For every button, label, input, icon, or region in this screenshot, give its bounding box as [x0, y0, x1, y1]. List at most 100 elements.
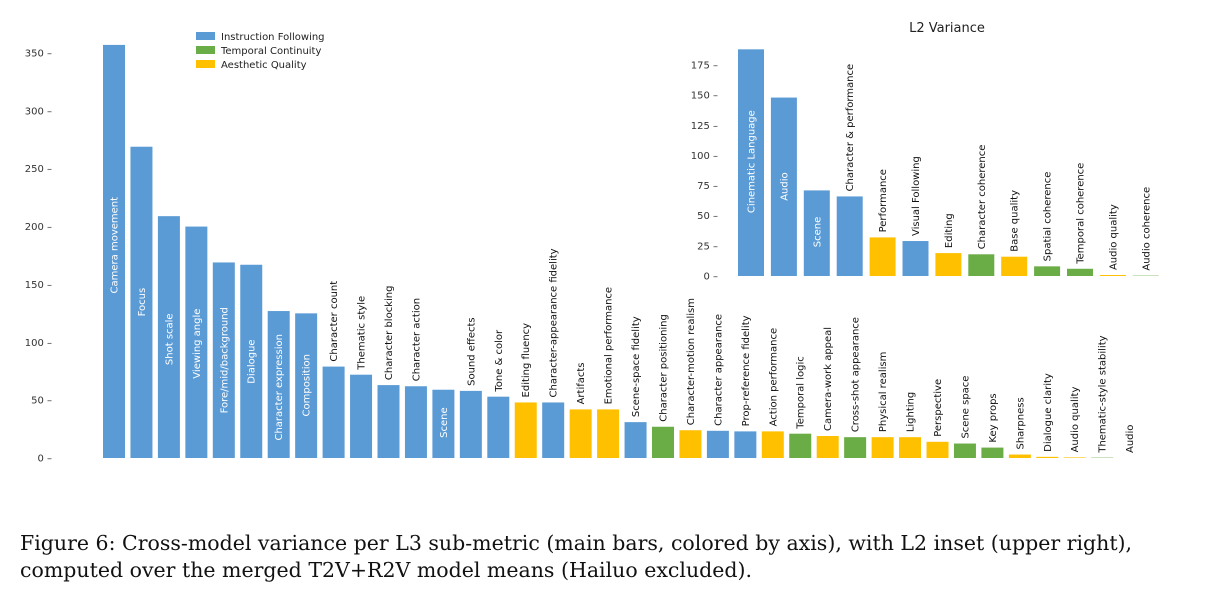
main-bar-character-positioning [652, 426, 674, 458]
main-ytick-label: 200 – [25, 222, 52, 233]
main-ytick-label: 150 – [25, 280, 52, 291]
main-bar-cross-shot-appearance [844, 437, 867, 458]
main-bar-composition [295, 313, 318, 458]
main-bar-label: Thematic-style stability [1098, 335, 1109, 453]
main-bar-label: Character action [411, 298, 422, 381]
inset-ytick-label: 125 – [691, 121, 718, 132]
main-bar-label: Cross-shot appearance [851, 317, 862, 432]
main-bar-label: Scene-space fidelity [631, 316, 642, 417]
inset-ytick-label: 150 – [691, 91, 718, 102]
legend-label-temporal-continuity: Temporal Continuity [220, 46, 321, 57]
main-bar-character-expression [267, 311, 290, 458]
inset-ytick-label: 50 – [697, 211, 718, 222]
inset-bar-label: Visual Following [911, 156, 922, 236]
inset-ytick-label: 175 – [691, 61, 718, 72]
main-bar-chart: 0 – 50 – 100 – 150 – 200 – 250 – 300 – 350 – Cam… [25, 44, 1136, 465]
figure-caption: Figure 6: Cross-model variance per L3 su… [20, 531, 1133, 582]
inset-ytick-label: 0 – [703, 272, 718, 283]
main-bar-label: Fore/mid/background [219, 307, 230, 413]
main-bar-label: Focus [137, 288, 148, 317]
main-bar-fore-mid-background [212, 262, 235, 458]
main-bar-label: Prop-reference fidelity [741, 315, 752, 426]
l2-inset-chart: L2 Variance 0 – 25 – 50 – 75 – 100 – 125 – 150… [691, 21, 1159, 283]
main-bar-viewing-angle [185, 226, 208, 458]
main-bar-label: Emotional performance [604, 287, 615, 404]
main-bar-camera-work-appeal [816, 436, 839, 458]
main-bar-label: Dialogue clarity [1043, 373, 1054, 452]
inset-bar-label: Editing [944, 213, 955, 248]
main-bar-audio-quality [1063, 457, 1086, 458]
main-bar-label: Camera-work appeal [823, 327, 834, 431]
inset-bar-character-performance [836, 196, 863, 276]
inset-bar-editing [935, 253, 962, 276]
inset-bar-label: Spatial coherence [1043, 172, 1054, 262]
main-ytick-label: 350 – [25, 49, 52, 60]
main-bar-character-motion-realism [679, 430, 702, 458]
main-bar-label: Thematic style [357, 296, 368, 371]
main-bar-sharpness [1008, 454, 1031, 458]
inset-bar-scene [803, 190, 830, 276]
main-bar-label: Sharpness [1015, 397, 1026, 449]
inset-bar-label: Audio quality [1108, 204, 1119, 270]
main-bar-label: Viewing angle [192, 309, 203, 379]
inset-bar-label: Performance [878, 169, 889, 232]
main-bar-label: Character-motion realism [686, 298, 697, 425]
main-ytick-label: 50 – [31, 396, 52, 407]
main-bar-prop-reference-fidelity [734, 431, 757, 458]
main-bar-label: Composition [302, 354, 313, 416]
inset-bar-audio [770, 97, 797, 276]
inset-bar-cinematic-language [738, 49, 764, 276]
main-bar-sound-effects [459, 390, 482, 458]
inset-ytick-label: 100 – [691, 151, 718, 162]
main-bar-character-action [404, 386, 427, 458]
main-bar-label: Action performance [768, 328, 779, 427]
main-bar-key-props [981, 447, 1004, 458]
main-bar-dialogue-clarity [1036, 456, 1059, 458]
main-bar-action-performance [761, 431, 784, 458]
legend-swatch-temporal-continuity [196, 46, 215, 54]
main-bar-label: Physical realism [878, 352, 889, 433]
legend: Instruction Following Temporal Continuity… [189, 26, 325, 76]
main-bar-emotional-performance [597, 409, 620, 458]
main-bar-shot-scale [157, 216, 180, 458]
inset-bar-spatial-coherence [1034, 266, 1061, 276]
main-bar-dialogue [240, 264, 263, 458]
main-bar-artifacts [569, 409, 592, 458]
main-bar-character-appearance-fidelity [542, 402, 565, 458]
main-bar-label: Shot scale [164, 313, 175, 365]
inset-bar-audio-quality [1099, 275, 1126, 276]
main-ytick-label: 100 – [25, 338, 52, 349]
legend-swatch-aesthetic-quality [196, 60, 215, 68]
main-bar-label: Key props [988, 393, 999, 442]
main-bar-scene [432, 389, 455, 458]
inset-ytick-label: 75 – [697, 181, 718, 192]
main-bar-label: Character appearance [713, 314, 724, 426]
inset-title: L2 Variance [909, 21, 985, 36]
legend-label-instruction-following: Instruction Following [221, 32, 325, 43]
main-bar-label: Camera movement [110, 197, 121, 294]
main-bar-editing-fluency [514, 402, 537, 458]
main-bar-label: Lighting [906, 392, 917, 432]
main-bar-character-appearance [706, 430, 729, 458]
main-bar-scene-space [953, 443, 976, 458]
inset-bar-temporal-coherence [1067, 268, 1093, 276]
inset-bar-performance [869, 237, 896, 276]
main-bar-temporal-logic [789, 433, 812, 458]
main-bar-perspective [926, 441, 949, 458]
main-bar-character-count [322, 366, 345, 458]
main-bar-label: Artifacts [576, 362, 587, 404]
inset-bar-label: Audio [779, 172, 790, 200]
main-bar-label: Scene [439, 407, 450, 438]
inset-bar-visual-following [902, 241, 929, 276]
main-bar-physical-realism [871, 437, 894, 458]
main-bar-label: Sound effects [466, 317, 477, 385]
main-bar-character-blocking [377, 385, 400, 458]
variance-figure: 0 – 50 – 100 – 150 – 200 – 250 – 300 – 350 – Cam… [25, 21, 1159, 465]
main-bar-label: Perspective [933, 379, 944, 437]
main-bar-label: Audio [1125, 425, 1136, 453]
main-bar-thematic-style [350, 374, 373, 458]
main-bar-label: Character blocking [384, 286, 395, 381]
main-bar-focus [130, 146, 153, 458]
main-bar-label: Dialogue [247, 339, 258, 383]
legend-label-aesthetic-quality: Aesthetic Quality [221, 60, 307, 71]
